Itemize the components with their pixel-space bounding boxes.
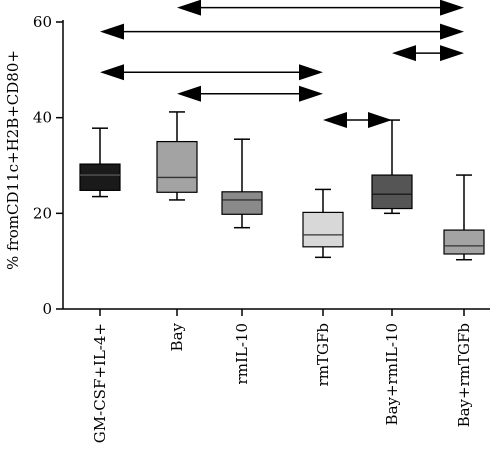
box-group — [371, 119, 413, 215]
box-iqr — [371, 174, 413, 210]
arrowhead-right — [368, 112, 392, 129]
box-group — [221, 138, 263, 229]
y-axis-label: % fromCD11c+H2B+CD80+ — [4, 50, 22, 270]
comparison — [100, 64, 323, 81]
y-axis: 0 20 40 60 — [33, 13, 64, 318]
comparison-arrows — [100, 0, 464, 129]
x-tick-label: rmIL-10 — [233, 323, 251, 384]
arrowhead-right — [440, 45, 464, 62]
arrowhead-left — [177, 0, 201, 16]
x-tick-label: GM-CSF+IL-4+ — [91, 323, 109, 443]
arrowhead-left — [100, 23, 124, 40]
x-tick-label: Bay+rmIL-10 — [383, 323, 401, 425]
x-axis: GM-CSF+IL-4+ Bay rmIL-10 rmTGFb Bay+rmIL-10 B… — [63, 308, 490, 443]
comparison — [392, 45, 464, 62]
x-tick-label: Bay+rmTGFb — [455, 323, 473, 427]
comparison — [177, 85, 323, 102]
arrowhead-left — [392, 45, 416, 62]
comparison — [323, 112, 392, 129]
box-iqr — [221, 191, 263, 215]
y-tick-label: 0 — [42, 300, 52, 318]
arrowhead-right — [299, 64, 323, 81]
box-group — [79, 127, 121, 198]
arrowhead-right — [440, 23, 464, 40]
box-iqr — [302, 211, 344, 248]
arrowhead-right — [299, 85, 323, 102]
box-iqr — [443, 229, 485, 255]
y-tick-label: 40 — [33, 109, 52, 127]
box-group — [443, 174, 485, 261]
arrowhead-left — [177, 85, 201, 102]
comparison — [177, 0, 464, 16]
x-tick-label: Bay — [168, 322, 186, 351]
y-tick-label: 60 — [33, 13, 52, 31]
boxes — [79, 111, 485, 261]
y-tick-label: 20 — [33, 204, 52, 222]
arrowhead-right — [440, 0, 464, 16]
x-tick-label: rmTGFb — [314, 323, 332, 386]
arrowhead-left — [100, 64, 124, 81]
comparison — [100, 23, 464, 40]
box-group — [302, 188, 344, 259]
box-group — [156, 111, 198, 201]
box-iqr — [79, 163, 121, 191]
arrowhead-left — [323, 112, 347, 129]
box-iqr — [156, 140, 198, 193]
